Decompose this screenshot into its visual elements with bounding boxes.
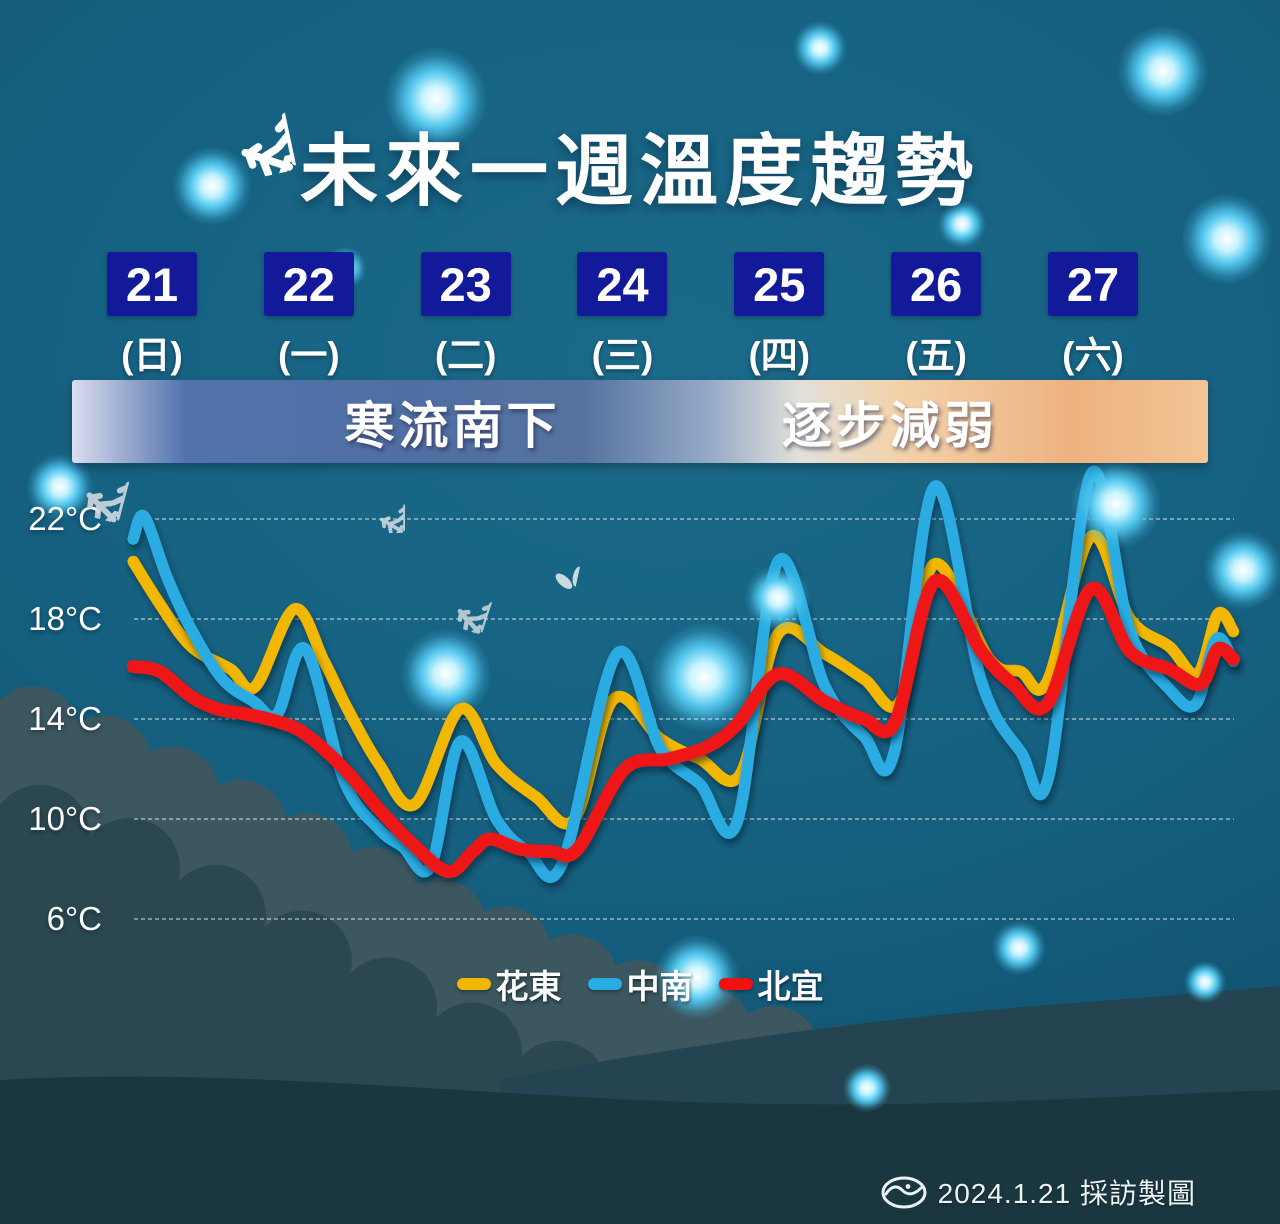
y-tick-label: 14°C [28, 700, 102, 737]
date-box: 25 [734, 252, 825, 316]
date-box: 22 [263, 252, 354, 316]
date-box: 23 [420, 252, 511, 316]
banner-label-weakening: 逐步減弱 [781, 397, 998, 454]
legend-swatch-icon [718, 978, 753, 990]
y-tick-label: 6°C [46, 900, 102, 937]
series-line-2 [126, 573, 1240, 878]
legend-label: 花東 [495, 968, 562, 1005]
legend-item: 北宜 [718, 960, 824, 1008]
y-tick-label: 22°C [28, 500, 102, 537]
date-item: 22 (一) [263, 252, 354, 379]
legend-swatch-icon [587, 978, 622, 990]
foreground-dark [0, 1076, 1280, 1224]
date-box: 21 [107, 252, 197, 316]
page-title: 未來一週溫度趨勢 [299, 127, 980, 215]
date-row: 21 (日) 22 (一) 23 (二) 24 (三) 25 (四) 26 (五) 27 (六) [107, 252, 1138, 379]
legend-label: 北宜 [757, 968, 824, 1005]
footer: 2024.1.21 採訪製圖 [881, 1172, 1196, 1212]
date-item: 24 (三) [577, 252, 668, 379]
chart-legend: 花東 中南 北宜 [0, 960, 1280, 1008]
trend-banner: 寒流南下 逐步減弱 [72, 380, 1208, 463]
y-tick-label: 18°C [28, 600, 102, 637]
legend-swatch-icon [456, 978, 491, 990]
weekday-label: (一) [278, 335, 340, 376]
date-item: 23 (二) [420, 252, 511, 379]
date-box: 24 [577, 252, 668, 316]
credit-text: 2024.1.21 採訪製圖 [937, 1178, 1196, 1209]
weekday-label: (日) [121, 335, 183, 376]
weekday-label: (三) [591, 335, 654, 376]
banner-label-cold-surge: 寒流南下 [344, 397, 561, 454]
date-item: 21 (日) [107, 252, 197, 379]
date-item: 25 (四) [734, 252, 825, 379]
weekday-label: (五) [905, 335, 967, 376]
weekday-label: (六) [1062, 335, 1124, 376]
legend-item: 中南 [587, 960, 693, 1008]
date-item: 26 (五) [891, 252, 982, 379]
weather-agency-logo-icon [881, 1176, 927, 1208]
date-item: 27 (六) [1047, 252, 1138, 379]
date-box: 26 [891, 252, 982, 316]
weekday-label: (二) [434, 335, 497, 376]
legend-label: 中南 [626, 968, 693, 1005]
legend-item: 花東 [456, 960, 562, 1008]
series-line-1 [127, 465, 1240, 883]
y-tick-label: 10°C [28, 800, 102, 837]
weekday-label: (四) [748, 335, 811, 376]
date-box: 27 [1047, 252, 1138, 316]
